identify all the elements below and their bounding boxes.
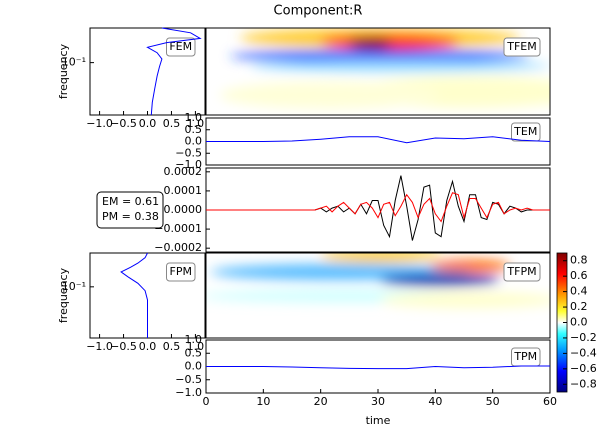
x-tick-label: 0.0 [139,340,157,353]
x-tick-label: 50 [486,395,500,408]
x-tick-label: −1.0 [86,340,113,353]
y-tick-label: 0.0000 [164,203,203,216]
colorbar-tick-label: 0.2 [570,300,588,313]
colorbar-tick-label: 0.8 [570,254,588,267]
panel-label: FEM [169,40,192,53]
colorbar-tick-label: −0.8 [570,377,597,390]
x-tick-label: 0.5 [163,340,181,353]
title: Component:R [274,4,363,19]
colorbar-tick-label: 0.6 [570,269,588,282]
y-axis-label: frequency [57,267,70,323]
colorbar-tick-label: −0.2 [570,331,597,344]
colorbar-tick-label: 0.0 [570,316,588,329]
y-tick-label: −0.0002 [154,241,202,254]
y-tick-label: 10⁻¹ [62,56,86,69]
x-tick-label: −0.5 [110,117,137,130]
panel-label: TPM [513,350,537,363]
y-tick-label: −1.0 [175,158,202,171]
x-tick-label: 1.0 [187,117,205,130]
tfem-image [206,28,550,115]
y-tick-label: −0.5 [175,373,202,386]
x-tick-label: 40 [428,395,442,408]
panel-label-box [511,122,541,142]
x-tick-label: 1.0 [187,340,205,353]
x-tick-label: 0.0 [139,117,157,130]
colorbar-tick-label: −0.6 [570,362,597,375]
y-tick-label: 0.0 [185,360,203,373]
y-tick-label: 0.5 [185,346,203,359]
panel-frame [205,27,551,116]
y-tick-label: −0.0001 [154,222,202,235]
x-tick-label: −1.0 [86,117,113,130]
panel-label-box [503,37,541,57]
profile-line [120,252,148,338]
colorbar-tick-label: −0.4 [570,346,597,359]
y-tick-label: 1.0 [185,333,203,346]
x-tick-label: 0.5 [163,117,181,130]
panel-frame [205,252,551,339]
line [206,192,550,223]
x-tick-label: −0.5 [110,340,137,353]
x-tick-label: 30 [371,395,385,408]
y-tick-label: 0.0 [185,135,203,148]
panel-label: FPM [170,265,192,278]
y-tick-label: 1.0 [185,111,203,124]
x-tick-label: 60 [543,395,557,408]
annotation: EM = 0.61 [102,195,159,208]
line [206,136,551,144]
panel-label: TFEM [506,40,537,53]
y-tick-label: 0.5 [185,123,203,136]
profile-line [146,27,202,116]
panel-label-box [166,37,196,57]
y-tick-label: −1.0 [175,386,202,399]
panel-label-box [166,262,196,282]
annotation: PM = 0.38 [102,210,159,223]
x-tick-label: 10 [256,395,270,408]
line [206,365,550,370]
panel-label: TEM [513,125,537,138]
tfpm-image [206,253,550,338]
y-tick-label: 0.0001 [164,184,203,197]
line [206,175,550,241]
x-tick-label: 0 [203,395,210,408]
x-axis-label: time [366,414,391,427]
y-tick-label: −0.5 [175,146,202,159]
panel-label-box [503,262,541,282]
panel-label: TFPM [506,265,536,278]
y-axis-label: frequency [57,43,70,99]
y-tick-label: 0.0002 [164,165,203,178]
y-tick-label: 10⁻¹ [62,280,86,293]
annotation-box [96,191,164,229]
x-tick-label: 20 [314,395,328,408]
colorbar-tick-label: 0.4 [570,285,588,298]
